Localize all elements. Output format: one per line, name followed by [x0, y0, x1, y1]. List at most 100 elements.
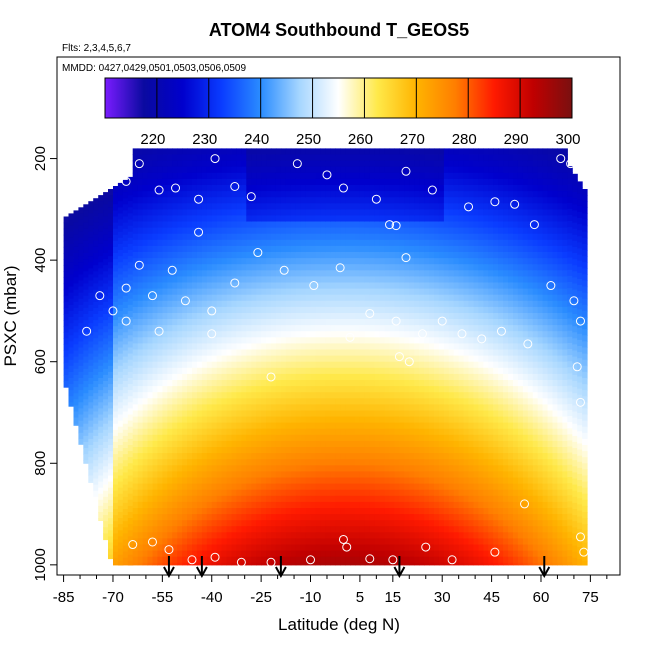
heatmap-cell — [93, 240, 99, 248]
heatmap-cell — [320, 245, 326, 253]
heatmap-cell — [379, 166, 386, 174]
heatmap-cell — [93, 222, 99, 230]
heatmap-cell — [280, 313, 287, 320]
heatmap-cell — [231, 477, 237, 485]
heatmap-cell — [335, 404, 341, 412]
heatmap-cell — [236, 447, 242, 454]
heatmap-cell — [172, 422, 178, 430]
heatmap-cell — [196, 398, 203, 405]
heatmap-cell — [236, 239, 242, 247]
heatmap-cell — [236, 550, 242, 558]
heatmap-cell — [127, 286, 134, 294]
heatmap-cell — [394, 544, 400, 552]
heatmap-cell — [78, 335, 84, 342]
heatmap-cell — [226, 361, 233, 369]
heatmap-cell — [211, 447, 218, 454]
heatmap-cell — [98, 445, 104, 452]
heatmap-cell — [192, 355, 198, 363]
heatmap-cell — [424, 495, 430, 503]
heatmap-cell — [103, 320, 109, 327]
heatmap-cell — [162, 325, 168, 332]
heatmap-cell — [275, 422, 282, 430]
heatmap-cell — [236, 172, 242, 180]
heatmap-cell — [261, 245, 267, 253]
heatmap-cell — [177, 349, 183, 357]
heatmap-cell — [389, 550, 395, 558]
heatmap-cell — [231, 550, 237, 558]
heatmap-cell — [335, 233, 341, 241]
heatmap-cell — [419, 361, 425, 369]
heatmap-cell — [320, 185, 326, 192]
heatmap-cell — [379, 447, 386, 454]
heatmap-cell — [221, 532, 228, 539]
heatmap-cell — [285, 526, 292, 533]
heatmap-cell — [137, 239, 144, 247]
heatmap-cell — [201, 355, 208, 363]
heatmap-cell — [399, 453, 405, 460]
heatmap-cell — [389, 282, 395, 290]
heatmap-cell — [335, 306, 341, 314]
heatmap-cell — [216, 313, 223, 320]
heatmap-cell — [404, 514, 410, 521]
heatmap-cell — [98, 341, 104, 349]
heatmap-cell — [335, 373, 341, 381]
heatmap-cell — [103, 350, 109, 358]
heatmap-cell — [374, 160, 381, 168]
heatmap-cell — [394, 209, 400, 217]
heatmap-cell — [201, 282, 208, 290]
heatmap-cell — [192, 258, 198, 265]
heatmap-cell — [266, 233, 272, 241]
heatmap-cell — [88, 463, 94, 470]
heatmap-cell — [182, 185, 188, 192]
heatmap-cell — [122, 301, 129, 309]
heatmap-cell — [196, 526, 203, 533]
heatmap-cell — [330, 178, 336, 186]
heatmap-cell — [137, 447, 144, 454]
heatmap-cell — [350, 562, 356, 566]
heatmap-cell — [182, 373, 188, 381]
heatmap-cell — [300, 172, 307, 180]
heatmap-cell — [68, 341, 74, 349]
heatmap-cell — [424, 392, 430, 399]
heatmap-cell — [251, 276, 257, 284]
heatmap-cell — [300, 331, 307, 338]
heatmap-cell — [172, 495, 178, 503]
heatmap-cell — [226, 276, 233, 284]
heatmap-cell — [261, 343, 267, 351]
heatmap-cell — [246, 221, 252, 229]
heatmap-cell — [330, 319, 336, 326]
heatmap-cell — [147, 203, 153, 210]
heatmap-cell — [226, 532, 233, 539]
heatmap-cell — [266, 373, 272, 381]
heatmap-cell — [132, 465, 139, 472]
heatmap-cell — [88, 438, 94, 446]
heatmap-cell — [152, 172, 158, 180]
heatmap-cell — [335, 459, 341, 466]
heatmap-cell — [399, 434, 405, 442]
heatmap-cell — [424, 343, 430, 351]
heatmap-cell — [88, 420, 94, 428]
heatmap-cell — [216, 367, 223, 375]
heatmap-cell — [350, 282, 356, 290]
heatmap-cell — [98, 195, 104, 202]
heatmap-cell — [182, 276, 188, 284]
heatmap-cell — [364, 428, 371, 436]
heatmap-cell — [399, 337, 405, 344]
heatmap-cell — [127, 176, 134, 184]
heatmap-cell — [211, 508, 218, 515]
heatmap-cell — [261, 495, 267, 503]
heatmap-cell — [206, 276, 213, 284]
heatmap-cell — [404, 483, 410, 491]
heatmap-cell — [305, 221, 312, 229]
heatmap-cell — [192, 294, 198, 302]
heatmap-cell — [83, 441, 89, 449]
heatmap-cell — [127, 402, 134, 409]
heatmap-cell — [251, 233, 257, 241]
heatmap-cell — [211, 270, 218, 277]
heatmap-cell — [201, 483, 208, 491]
heatmap-cell — [152, 361, 158, 369]
heatmap-cell — [280, 501, 287, 509]
heatmap-cell — [127, 341, 134, 349]
heatmap-cell — [355, 252, 361, 259]
